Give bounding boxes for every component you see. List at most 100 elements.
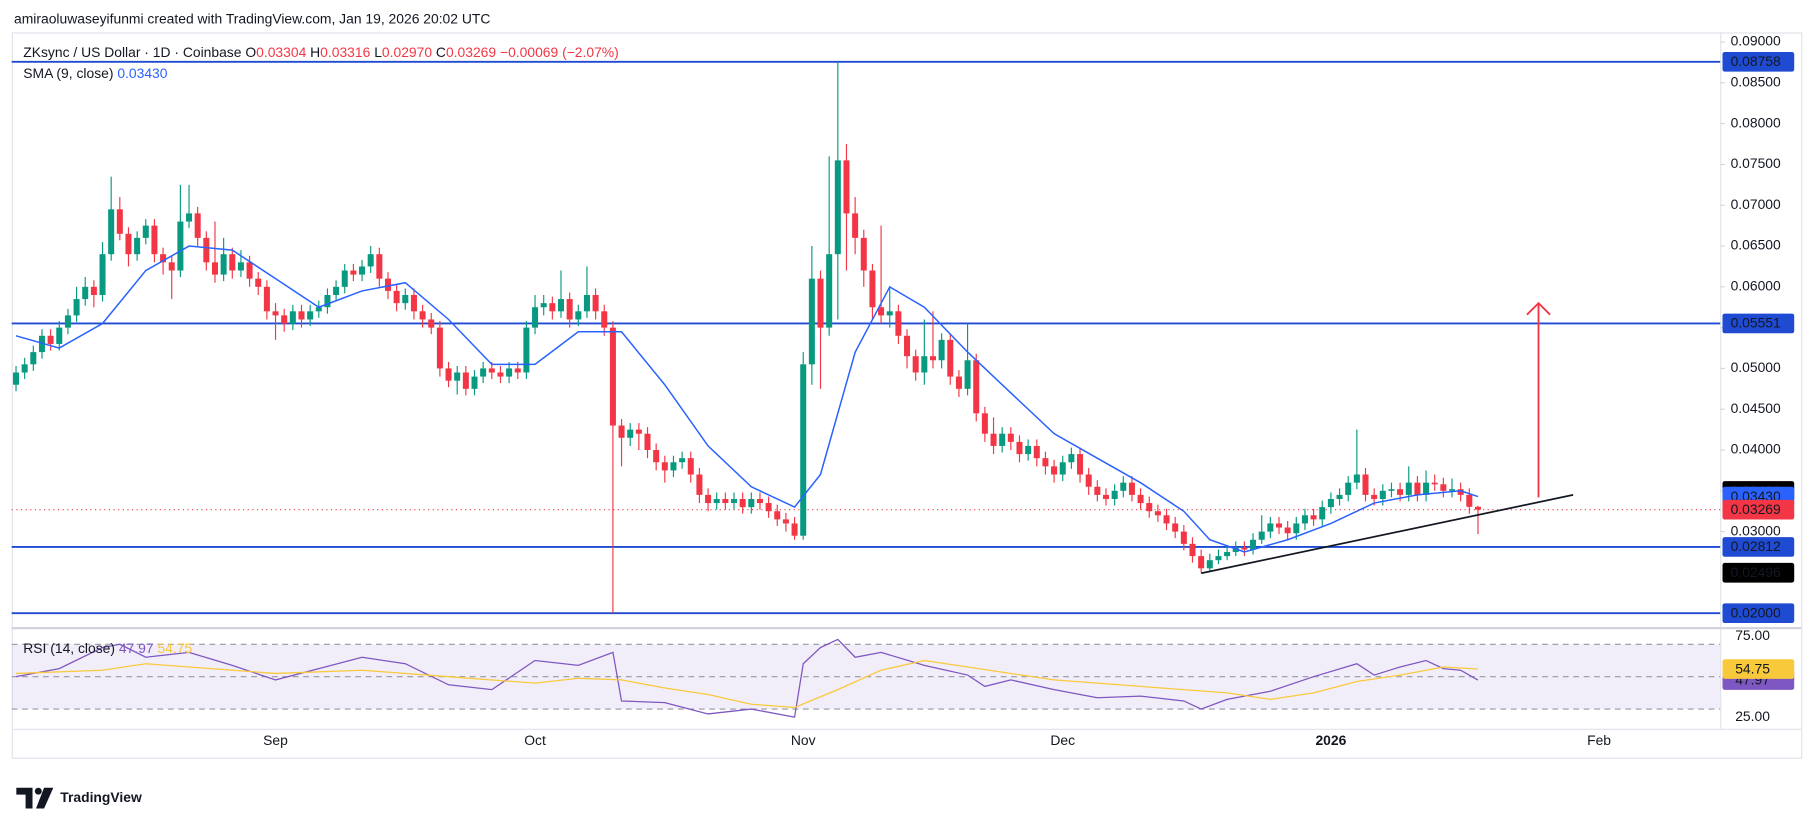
candle-body: [929, 356, 936, 361]
candle-body: [1146, 503, 1153, 512]
y-tick-label: 0.05000: [1731, 359, 1781, 375]
candle-body: [359, 266, 366, 275]
candle-body: [298, 311, 305, 320]
candle-body: [705, 494, 712, 504]
x-tick-label: Sep: [263, 732, 288, 748]
logo-slash: [35, 787, 54, 809]
y-tick-label: 0.09000: [1731, 33, 1781, 49]
candle-body: [506, 368, 513, 377]
candle-body: [955, 376, 962, 389]
price-label-box: [1722, 562, 1795, 583]
price-pane: 0.030000.035000.040000.045000.050000.055…: [11, 33, 1795, 624]
rsi-tick-label: 25.00: [1735, 708, 1770, 724]
y-tick-label: 0.07000: [1731, 196, 1781, 212]
candle-body: [142, 225, 149, 238]
candle-body: [869, 270, 876, 308]
legend-l: L: [374, 44, 382, 60]
candle-body: [419, 311, 426, 320]
legend-h-value: 0.03316: [320, 44, 370, 60]
candle-body: [843, 160, 850, 214]
rsi-last-box: [1722, 659, 1795, 679]
candle-body: [13, 372, 20, 385]
candle-body: [263, 286, 270, 312]
legend-o-value: 0.03304: [256, 44, 306, 60]
level-label: 0.02812: [1731, 538, 1781, 554]
candle-body: [281, 315, 288, 324]
candle-body: [333, 286, 340, 295]
sma-legend-name: SMA (9, close): [23, 65, 113, 81]
candle-body: [981, 413, 988, 434]
brand: TradingView: [60, 789, 142, 805]
candle-body: [722, 498, 729, 504]
candle-body: [255, 278, 262, 287]
candle-body: [817, 278, 824, 328]
candle-body: [653, 450, 660, 463]
candle-body: [203, 237, 210, 263]
rsi-last-label: 54.75: [1735, 660, 1770, 676]
candle-body: [756, 498, 763, 504]
candle-body: [30, 352, 37, 365]
candle-body: [964, 360, 971, 389]
y-tick-label: 0.03000: [1731, 522, 1781, 538]
candle-body: [1224, 552, 1231, 557]
candle-body: [1180, 531, 1187, 544]
candle-body: [1345, 482, 1352, 495]
candle-body: [687, 458, 694, 475]
candle-body: [134, 237, 141, 255]
rsi-legend-title: RSI (14, close): [23, 640, 115, 656]
candle-body: [609, 327, 616, 426]
candle-body: [1388, 489, 1395, 491]
level-label-box: [1722, 51, 1795, 72]
legend-change: −0.00069 (−2.07%): [500, 44, 619, 60]
x-tick-label: Feb: [1587, 732, 1611, 748]
candle-body: [826, 254, 833, 328]
candle-body: [1206, 560, 1213, 569]
candle-body: [1189, 543, 1196, 557]
legend-l-value: 0.02970: [382, 44, 432, 60]
candle-body: [791, 523, 798, 536]
candle-body: [21, 364, 28, 373]
y-tick-label: 0.04500: [1731, 400, 1781, 416]
candle-body: [1025, 445, 1032, 455]
candle-body: [1449, 489, 1456, 491]
candle-body: [73, 299, 80, 316]
candle-body: [592, 294, 599, 312]
candle-body: [904, 335, 911, 357]
candle-body: [350, 270, 357, 275]
level-label-box: [1722, 537, 1795, 557]
candle-body: [601, 311, 608, 328]
candle-body: [713, 498, 720, 504]
candle-body: [488, 368, 495, 373]
candle-body: [47, 335, 54, 344]
candle-body: [627, 429, 634, 438]
candle-body: [315, 307, 322, 312]
candle-body: [661, 462, 668, 471]
candle-body: [1068, 454, 1075, 463]
candle-body: [1423, 482, 1430, 495]
candle-body: [808, 278, 815, 365]
candle-body: [1128, 482, 1135, 495]
rsi-line: [15, 638, 1479, 718]
candle-body: [211, 262, 218, 275]
y-tick-label: 0.06000: [1731, 278, 1781, 294]
candle-body: [670, 462, 677, 471]
candle-body: [186, 213, 193, 222]
candle-body: [878, 307, 885, 316]
candle-body: [1077, 454, 1084, 475]
candle-body: [1457, 489, 1464, 495]
candle-body: [125, 233, 132, 255]
candle-body: [644, 433, 651, 451]
candle-body: [583, 294, 590, 312]
legend-h: H: [310, 44, 320, 60]
candle-body: [800, 364, 807, 536]
candle-body: [1440, 484, 1447, 491]
candle-body: [748, 498, 755, 508]
candle-body: [1111, 490, 1118, 499]
candle-body: [246, 262, 253, 279]
candle-body: [1353, 474, 1360, 483]
candle-body: [635, 429, 642, 434]
candle-body: [1241, 547, 1248, 550]
y-tick-label: 0.04000: [1731, 441, 1781, 457]
x-tick-label: Oct: [524, 732, 546, 748]
candle-body: [1172, 523, 1179, 532]
